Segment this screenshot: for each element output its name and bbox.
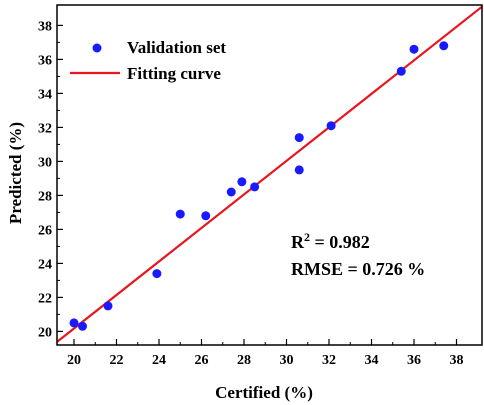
validation-point bbox=[237, 177, 247, 187]
validation-point bbox=[152, 269, 162, 279]
validation-point bbox=[326, 121, 336, 131]
r-squared-superscript: 2 bbox=[304, 230, 310, 244]
x-tick-label: 32 bbox=[322, 353, 336, 368]
y-tick-label: 26 bbox=[38, 223, 52, 238]
validation-point bbox=[396, 66, 406, 76]
r-squared-value: = 0.982 bbox=[310, 232, 370, 252]
x-tick-label: 34 bbox=[365, 353, 379, 368]
y-tick-label: 38 bbox=[38, 19, 52, 34]
validation-point bbox=[175, 209, 185, 219]
y-tick-label: 36 bbox=[38, 53, 52, 68]
x-axis-label: Certified (%) bbox=[215, 383, 313, 402]
y-tick-labels: 20 22 24 26 28 30 32 34 36 38 bbox=[38, 19, 52, 340]
validation-point bbox=[250, 182, 260, 192]
validation-point bbox=[103, 301, 113, 311]
y-axis-label: Predicted (%) bbox=[6, 122, 25, 224]
validation-point bbox=[78, 321, 87, 331]
x-tick-labels: 20 22 24 26 28 30 32 34 36 38 bbox=[67, 353, 464, 368]
validation-point bbox=[69, 318, 79, 328]
y-tick-label: 32 bbox=[38, 121, 52, 136]
validation-point bbox=[226, 187, 236, 197]
rmse-annotation: RMSE = 0.726 % bbox=[291, 259, 425, 279]
x-tick-label: 30 bbox=[280, 353, 294, 368]
y-tick-label: 34 bbox=[38, 87, 52, 102]
validation-point bbox=[294, 165, 304, 175]
x-tick-label: 24 bbox=[152, 353, 166, 368]
validation-point bbox=[294, 133, 304, 143]
legend: Validation set Fitting curve bbox=[70, 38, 226, 83]
validation-point bbox=[439, 41, 449, 51]
points-layer bbox=[69, 41, 449, 331]
legend-marker-validation bbox=[92, 43, 102, 53]
r-squared-annotation: R2 = 0.982 bbox=[291, 230, 370, 252]
y-tick-label: 24 bbox=[38, 257, 52, 272]
legend-label-validation: Validation set bbox=[127, 38, 226, 57]
fit-layer bbox=[56, 5, 483, 343]
y-tick-label: 22 bbox=[38, 291, 52, 306]
r-squared-prefix: R bbox=[291, 232, 305, 252]
x-tick-label: 22 bbox=[110, 353, 124, 368]
plot-frame bbox=[56, 4, 483, 346]
validation-point bbox=[201, 211, 211, 221]
y-tick-label: 20 bbox=[38, 325, 52, 340]
x-tick-label: 38 bbox=[450, 353, 464, 368]
y-tick-label: 30 bbox=[38, 155, 52, 170]
x-tick-label: 26 bbox=[195, 353, 209, 368]
y-tick-label: 28 bbox=[38, 189, 52, 204]
fitting-curve-line bbox=[56, 5, 483, 343]
x-tick-label: 36 bbox=[407, 353, 421, 368]
x-tick-label: 28 bbox=[237, 353, 251, 368]
legend-label-fit: Fitting curve bbox=[127, 64, 221, 83]
x-tick-label: 20 bbox=[67, 353, 81, 368]
validation-point bbox=[409, 44, 419, 54]
